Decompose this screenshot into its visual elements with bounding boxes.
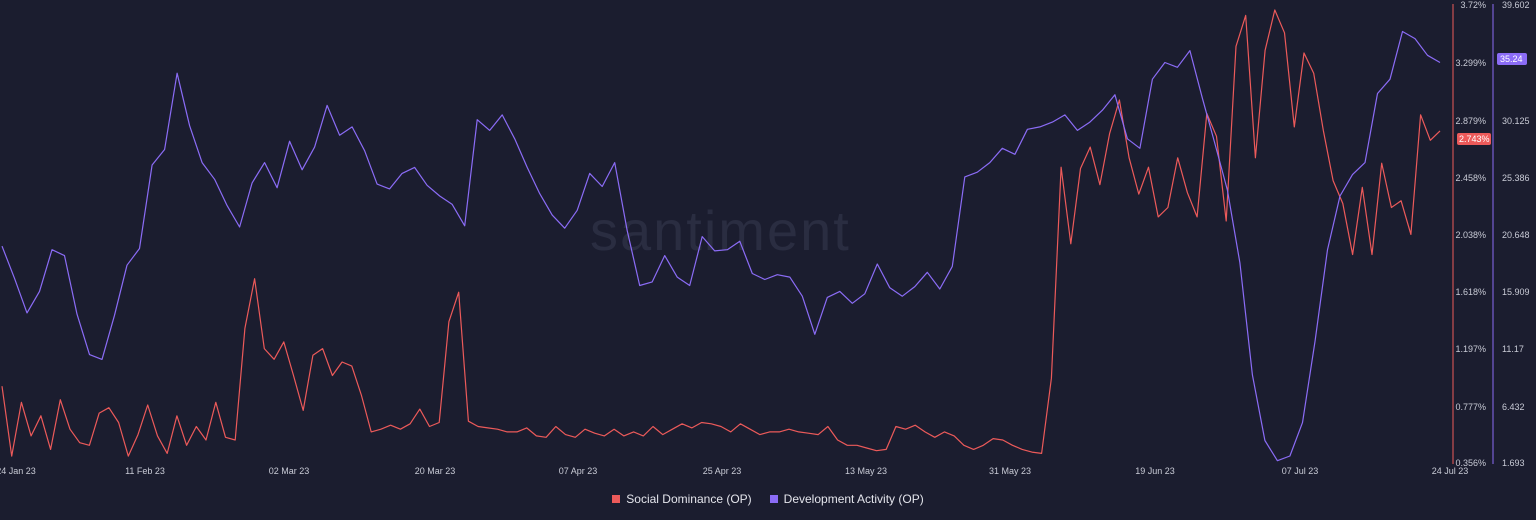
- legend-item-social-dominance[interactable]: Social Dominance (OP): [612, 492, 752, 506]
- right-tick-label: 30.125: [1502, 116, 1530, 126]
- x-tick-label: 02 Mar 23: [269, 466, 310, 476]
- x-tick-label: 13 May 23: [845, 466, 887, 476]
- x-tick-label: 20 Mar 23: [415, 466, 456, 476]
- left-tick-label: 3.72%: [1460, 0, 1486, 10]
- x-tick-label: 24 Jan 23: [0, 466, 36, 476]
- left-tick-label: 1.618%: [1455, 287, 1486, 297]
- right-tick-label: 11.17: [1502, 344, 1524, 354]
- legend: Social Dominance (OP) Development Activi…: [0, 492, 1536, 506]
- x-tick-label: 07 Apr 23: [559, 466, 598, 476]
- right-tick-label: 20.648: [1502, 230, 1530, 240]
- left-tick-label: 3.299%: [1455, 58, 1486, 68]
- right-tick-label: 1.693: [1502, 458, 1525, 468]
- dev-activity-current-value: 35.24: [1500, 54, 1523, 64]
- series-lines: [1, 9, 1441, 462]
- legend-label-social-dominance: Social Dominance (OP): [626, 492, 752, 506]
- left-tick-label: 2.458%: [1455, 173, 1486, 183]
- x-tick-label: 11 Feb 23: [125, 466, 165, 476]
- x-tick-label: 19 Jun 23: [1135, 466, 1175, 476]
- left-tick-label: 0.777%: [1455, 402, 1486, 412]
- social-dominance-current-value: 2.743%: [1459, 134, 1490, 144]
- x-tick-label: 24 Jul 23: [1432, 466, 1469, 476]
- right-tick-label: 25.386: [1502, 173, 1530, 183]
- x-tick-label: 07 Jul 23: [1282, 466, 1319, 476]
- left-tick-label: 2.879%: [1455, 116, 1486, 126]
- legend-swatch-dev-activity: [769, 495, 778, 503]
- x-axis-ticks: 24 Jan 23 11 Feb 23 02 Mar 23 20 Mar 23 07 A…: [0, 466, 1468, 476]
- dev-activity-badge: 35.24: [1497, 53, 1527, 65]
- series-line-social-dominance: [1, 9, 1441, 457]
- left-tick-label: 2.038%: [1455, 230, 1486, 240]
- x-tick-label: 25 Apr 23: [703, 466, 742, 476]
- right-tick-label: 39.602: [1502, 0, 1530, 10]
- left-axis-ticks: 3.72% 3.299% 2.879% 2.458% 2.038% 1.618% 1.197…: [1455, 0, 1486, 468]
- legend-label-dev-activity: Development Activity (OP): [783, 492, 924, 506]
- series-line-dev-activity: [1, 30, 1441, 462]
- right-axis-ticks: 39.602 30.125 25.386 20.648 15.909 11.17 6.432…: [1502, 0, 1530, 468]
- x-tick-label: 31 May 23: [989, 466, 1031, 476]
- right-tick-label: 15.909: [1502, 287, 1530, 297]
- watermark: santiment: [590, 199, 851, 262]
- left-tick-label: 0.356%: [1455, 458, 1486, 468]
- legend-swatch-social-dominance: [612, 495, 621, 503]
- left-tick-label: 1.197%: [1455, 344, 1486, 354]
- social-dominance-badge: 2.743%: [1457, 133, 1491, 145]
- right-tick-label: 6.432: [1502, 402, 1525, 412]
- legend-item-dev-activity[interactable]: Development Activity (OP): [769, 492, 924, 506]
